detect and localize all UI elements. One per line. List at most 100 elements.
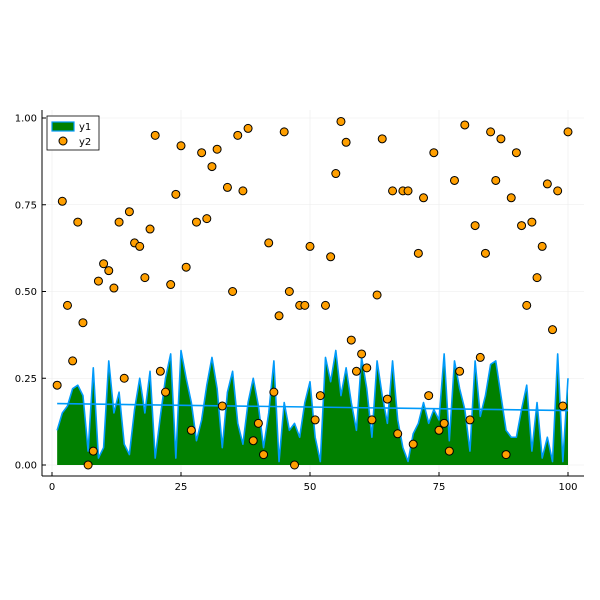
scatter-point-10 [104,266,114,276]
scatter-point-66 [393,429,403,439]
x-tick-label-4: 100 [558,482,577,493]
scatter-point-87 [501,450,511,460]
scatter-point-70 [413,248,423,258]
scatter-point-11 [109,283,119,293]
scatter-point-61 [367,415,377,425]
scatter-point-99 [563,127,573,137]
scatter-point-7 [88,446,98,456]
series-y2-points [52,116,573,470]
scatter-point-31 [212,144,222,154]
scatter-point-48 [300,300,310,310]
scatter-point-18 [145,224,155,234]
y-tick-label-0: 0.00 [15,461,37,472]
scatter-point-55 [336,116,346,126]
scatter-point-76 [444,446,454,456]
scatter-point-65 [388,186,398,196]
scatter-point-88 [506,193,516,203]
scatter-point-16 [135,241,145,251]
scatter-point-96 [548,325,558,335]
scatter-point-58 [351,366,361,376]
scatter-point-91 [522,300,532,310]
scatter-point-60 [362,363,372,373]
scatter-point-45 [284,287,294,296]
scatter-point-12 [114,217,124,227]
scatter-point-95 [542,179,552,189]
scatter-point-94 [537,241,547,251]
x-tick-label-3: 75 [433,482,446,493]
scatter-point-19 [150,130,160,140]
scatter-point-46 [290,460,300,470]
scatter-point-69 [408,439,418,449]
scatter-point-54 [331,169,341,179]
scatter-point-21 [161,387,171,397]
y-tick-label-3: 0.75 [15,200,37,211]
scatter-point-5 [78,318,88,328]
scatter-point-71 [419,193,429,203]
trend-line-segment [57,402,569,412]
scatter-point-68 [403,186,413,196]
legend-label-y1: y1 [79,122,91,133]
scatter-point-53 [326,252,336,262]
axes [41,110,584,477]
scatter-point-35 [233,130,243,140]
scatter-point-20 [155,366,165,376]
area-fill-y1 [57,350,568,465]
scatter-point-39 [253,418,263,428]
scatter-point-9 [99,259,109,269]
scatter-point-98 [558,401,568,411]
scatter-point-80 [465,415,475,425]
scatter-point-43 [274,311,284,321]
scatter-point-78 [455,366,465,376]
scatter-point-79 [460,120,470,130]
scatter-point-82 [475,352,485,362]
legend-marker-y2 [58,136,68,146]
scatter-point-89 [511,148,521,158]
scatter-point-17 [140,273,150,283]
scatter-point-84 [486,127,496,137]
scatter-point-1 [57,196,67,206]
scatter-point-93 [532,273,542,283]
scatter-point-26 [186,425,196,435]
scatter-point-72 [424,391,434,401]
x-tick-label-2: 50 [304,482,317,493]
scatter-point-25 [181,262,191,272]
scatter-point-0 [52,380,62,390]
scatter-point-24 [176,141,186,151]
scatter-point-73 [429,148,439,158]
scatter-point-42 [269,387,279,397]
scatter-point-33 [222,182,232,192]
x-tick-label-1: 25 [175,482,188,493]
scatter-point-63 [377,134,387,144]
scatter-point-57 [346,335,356,345]
scatter-point-22 [166,280,176,290]
scatter-point-77 [449,175,459,185]
legend-swatch-y1 [51,121,75,132]
scatter-point-4 [73,217,83,227]
scatter-point-28 [197,148,207,158]
scatter-point-52 [320,300,330,310]
scatter-point-74 [434,425,444,435]
scatter-point-62 [372,290,382,300]
scatter-point-30 [207,162,217,172]
y-tick-label-2: 0.50 [15,287,37,298]
tick-labels: 0 25 50 75 100 0.00 0.25 0.50 0.75 1.00 [15,114,578,494]
scatter-point-44 [279,127,289,137]
scatter-point-64 [382,394,392,404]
scatter-point-51 [315,391,325,401]
x-tick-label-0: 0 [49,482,55,493]
scatter-point-37 [243,123,253,133]
scatter-point-8 [93,276,103,286]
series-y1-area [56,349,569,465]
scatter-point-50 [310,415,320,425]
scatter-point-29 [202,214,212,224]
y-tick-label-1: 0.25 [15,374,37,385]
trend-line [57,402,569,412]
scatter-point-38 [248,436,258,446]
scatter-point-14 [124,207,134,217]
scatter-point-36 [238,186,248,196]
scatter-point-56 [341,137,351,147]
y-tick-label-4: 1.00 [15,114,37,125]
scatter-point-92 [527,217,537,227]
